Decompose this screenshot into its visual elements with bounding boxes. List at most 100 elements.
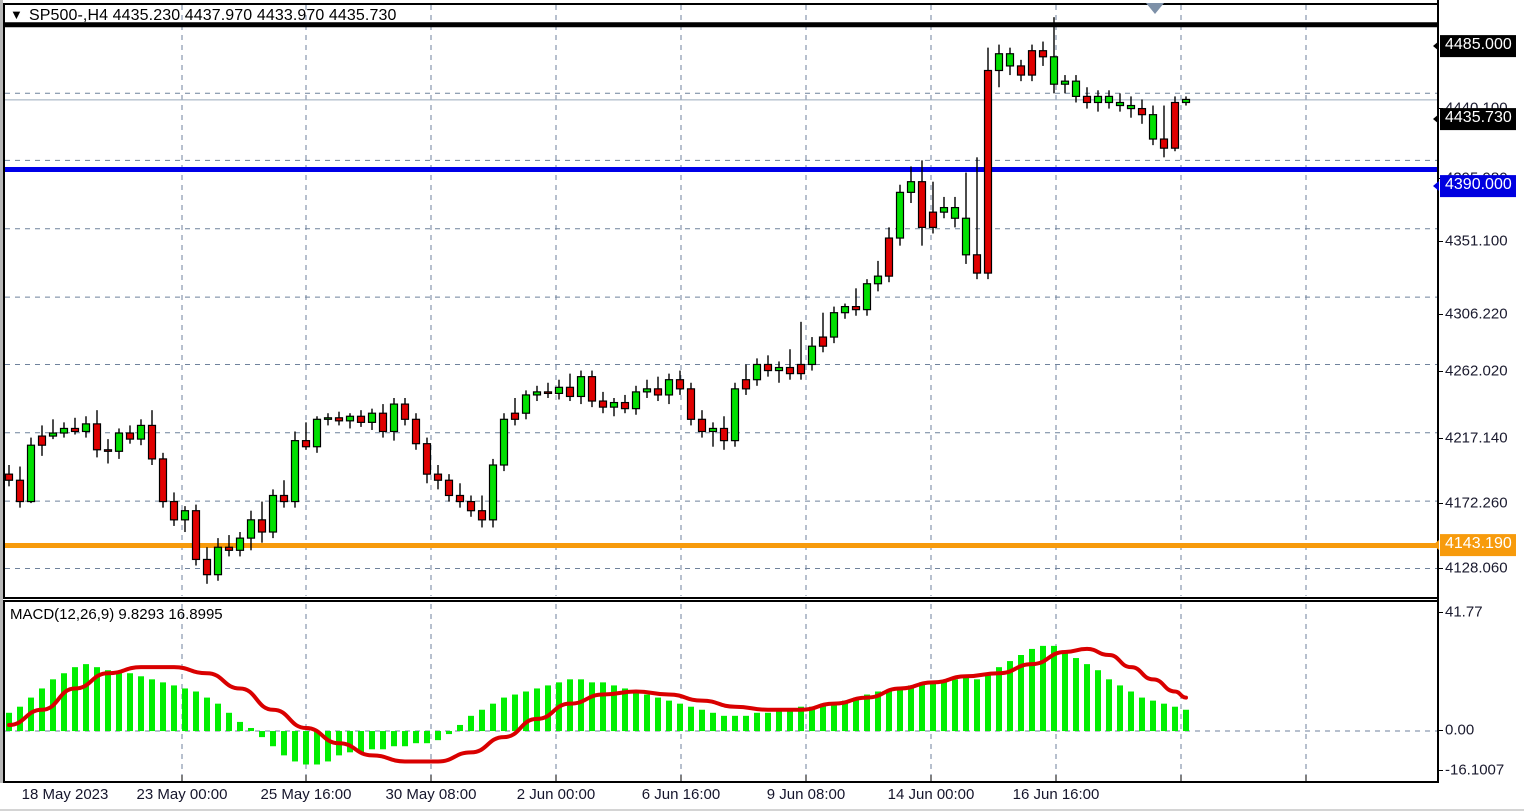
symbol-header[interactable]: ▼ SP500-,H4 4435.230 4437.970 4433.970 44… bbox=[10, 7, 396, 25]
candlestick[interactable] bbox=[620, 394, 630, 414]
candlestick[interactable] bbox=[1148, 105, 1158, 146]
candlestick[interactable] bbox=[730, 382, 740, 447]
candlestick[interactable] bbox=[840, 303, 850, 319]
candlestick[interactable] bbox=[851, 288, 861, 316]
candlestick[interactable] bbox=[279, 480, 289, 508]
candlestick[interactable] bbox=[675, 370, 685, 395]
triangle-down-icon[interactable]: ▼ bbox=[10, 7, 23, 22]
candlestick[interactable] bbox=[719, 416, 729, 450]
candlestick[interactable] bbox=[1005, 47, 1015, 76]
candlestick[interactable] bbox=[818, 312, 828, 353]
candlestick[interactable] bbox=[1016, 59, 1026, 82]
candlestick[interactable] bbox=[81, 416, 91, 438]
candlestick[interactable] bbox=[334, 411, 344, 426]
price-badge-current[interactable]: 4435.730 bbox=[1440, 108, 1516, 130]
candlestick[interactable] bbox=[1082, 87, 1092, 109]
candlestick[interactable] bbox=[59, 422, 69, 438]
candlestick[interactable] bbox=[488, 458, 498, 528]
candlestick[interactable] bbox=[521, 390, 531, 420]
candlestick[interactable] bbox=[697, 410, 707, 438]
candlestick[interactable] bbox=[576, 370, 586, 405]
candlestick[interactable] bbox=[554, 379, 564, 400]
candlestick[interactable] bbox=[1126, 96, 1136, 118]
candlestick[interactable] bbox=[422, 437, 432, 484]
candlestick[interactable] bbox=[169, 492, 179, 526]
candlestick[interactable] bbox=[763, 355, 773, 377]
candlestick[interactable] bbox=[774, 361, 784, 383]
candlestick[interactable] bbox=[1159, 105, 1169, 158]
candlestick[interactable] bbox=[257, 501, 267, 543]
candlestick[interactable] bbox=[290, 431, 300, 508]
candlestick[interactable] bbox=[103, 439, 113, 464]
candlestick[interactable] bbox=[609, 397, 619, 417]
candlestick[interactable] bbox=[367, 408, 377, 430]
candlestick[interactable] bbox=[895, 184, 905, 246]
candlestick[interactable] bbox=[433, 465, 443, 490]
candlestick[interactable] bbox=[202, 547, 212, 584]
candlestick[interactable] bbox=[191, 504, 201, 566]
price-badge-pivot[interactable]: 4143.190 bbox=[1440, 534, 1516, 556]
candlestick[interactable] bbox=[752, 358, 762, 386]
candlestick[interactable] bbox=[785, 349, 795, 380]
candlestick[interactable] bbox=[1038, 41, 1048, 66]
candlestick[interactable] bbox=[994, 44, 1004, 88]
candlestick[interactable] bbox=[565, 373, 575, 402]
candlestick[interactable] bbox=[125, 425, 135, 444]
candlestick[interactable] bbox=[147, 410, 157, 466]
candlestick[interactable] bbox=[686, 382, 696, 426]
candlestick[interactable] bbox=[180, 506, 190, 533]
candlestick[interactable] bbox=[455, 483, 465, 508]
candlestick[interactable] bbox=[796, 321, 806, 380]
candlestick[interactable] bbox=[664, 373, 674, 405]
candlestick[interactable] bbox=[1181, 96, 1191, 106]
candlestick[interactable] bbox=[961, 172, 971, 264]
candlestick[interactable] bbox=[444, 474, 454, 502]
candlestick[interactable] bbox=[37, 425, 47, 456]
candlestick[interactable] bbox=[1049, 17, 1059, 94]
candlestick[interactable] bbox=[807, 337, 817, 371]
candlestick[interactable] bbox=[741, 364, 751, 395]
candlestick[interactable] bbox=[356, 410, 366, 427]
candlestick[interactable] bbox=[862, 279, 872, 316]
candlestick[interactable] bbox=[246, 510, 256, 551]
candlestick[interactable] bbox=[477, 495, 487, 528]
candlestick[interactable] bbox=[1115, 93, 1125, 112]
candlestick[interactable] bbox=[631, 385, 641, 415]
candlestick[interactable] bbox=[158, 452, 168, 508]
candlestick[interactable] bbox=[950, 196, 960, 228]
price-badge-resistance[interactable]: 4485.000 bbox=[1440, 35, 1516, 57]
candlestick[interactable] bbox=[1071, 75, 1081, 103]
candlestick[interactable] bbox=[235, 532, 245, 557]
candlestick[interactable] bbox=[510, 397, 520, 426]
time-axis-band[interactable] bbox=[0, 783, 1524, 811]
candlestick[interactable] bbox=[1027, 44, 1037, 82]
candlestick[interactable] bbox=[983, 47, 993, 280]
candlestick[interactable] bbox=[1170, 96, 1180, 152]
candlestick[interactable] bbox=[543, 382, 553, 398]
candlestick[interactable] bbox=[5, 465, 14, 487]
candlestick[interactable] bbox=[378, 404, 388, 438]
candlestick[interactable] bbox=[1093, 90, 1103, 112]
candlestick[interactable] bbox=[323, 413, 333, 426]
candlestick[interactable] bbox=[1137, 99, 1147, 124]
candlestick[interactable] bbox=[345, 413, 355, 429]
candlestick[interactable] bbox=[26, 437, 36, 504]
candlestick[interactable] bbox=[642, 379, 652, 398]
candlestick[interactable] bbox=[224, 535, 234, 557]
candlestick[interactable] bbox=[653, 376, 663, 402]
candlestick[interactable] bbox=[400, 397, 410, 426]
candlestick[interactable] bbox=[312, 416, 322, 453]
candlestick[interactable] bbox=[389, 397, 399, 441]
candlestick[interactable] bbox=[1060, 75, 1070, 94]
candlestick[interactable] bbox=[906, 166, 916, 204]
candlestick[interactable] bbox=[884, 227, 894, 283]
chart-period-marker[interactable] bbox=[1146, 3, 1164, 14]
candlestick[interactable] bbox=[48, 419, 58, 440]
candlestick[interactable] bbox=[917, 160, 927, 246]
candlestick[interactable] bbox=[268, 489, 278, 539]
candlestick[interactable] bbox=[972, 157, 982, 280]
candlestick[interactable] bbox=[411, 413, 421, 450]
candlestick[interactable] bbox=[708, 422, 718, 447]
candlestick[interactable] bbox=[499, 413, 509, 472]
